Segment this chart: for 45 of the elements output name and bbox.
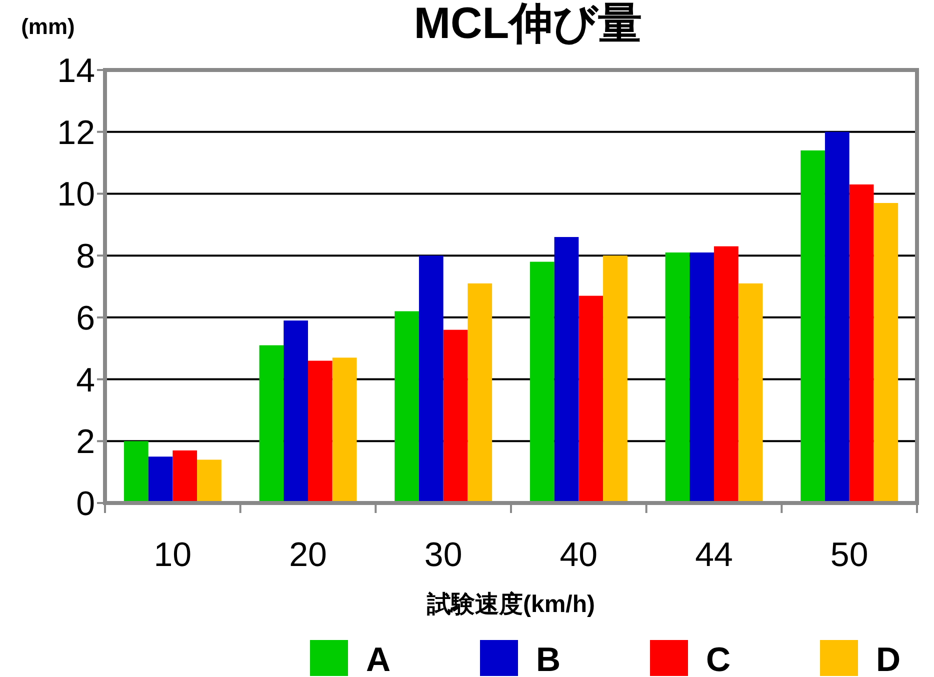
legend-label: C xyxy=(706,641,731,677)
bar xyxy=(259,345,284,503)
bar xyxy=(665,252,690,503)
y-tick-label: 10 xyxy=(57,176,95,214)
bar xyxy=(308,360,332,503)
bar xyxy=(148,456,173,503)
bar xyxy=(603,256,628,503)
legend-label: B xyxy=(536,641,561,677)
bar xyxy=(824,132,850,503)
bar xyxy=(332,358,357,503)
legend-label: D xyxy=(876,641,901,677)
bar xyxy=(800,150,825,503)
bar xyxy=(738,283,763,503)
chart-title: MCL伸び量 xyxy=(414,0,642,48)
y-tick-label: 4 xyxy=(76,361,95,400)
bar xyxy=(468,283,492,503)
y-tick-label: 6 xyxy=(76,299,95,338)
x-tick-label: 20 xyxy=(289,536,327,574)
bar xyxy=(578,296,604,503)
x-tick-label: 10 xyxy=(154,536,192,574)
bar xyxy=(554,237,579,503)
legend-label: A xyxy=(366,641,391,677)
x-tick-label: 40 xyxy=(560,536,598,574)
y-tick-label: 0 xyxy=(76,485,95,523)
y-axis-title: (mm) xyxy=(21,14,75,39)
y-tick-label: 2 xyxy=(76,423,95,462)
bar xyxy=(714,246,738,503)
bar xyxy=(197,460,222,503)
bar xyxy=(690,252,714,503)
bar xyxy=(443,330,468,503)
bar xyxy=(530,262,554,503)
x-tick-label: 50 xyxy=(830,536,868,574)
x-axis-title: 試験速度(km/h) xyxy=(426,591,595,618)
x-tick-label: 30 xyxy=(424,536,462,574)
bar xyxy=(124,441,148,503)
bar xyxy=(394,311,419,503)
bar xyxy=(874,202,898,503)
bar xyxy=(418,256,444,503)
bar xyxy=(284,320,308,503)
y-tick-label: 12 xyxy=(57,114,95,152)
bar xyxy=(849,184,874,503)
y-tick-label: 8 xyxy=(76,238,95,276)
y-tick-label: 14 xyxy=(57,52,95,90)
bar xyxy=(172,450,198,503)
x-tick-label: 44 xyxy=(695,536,733,574)
